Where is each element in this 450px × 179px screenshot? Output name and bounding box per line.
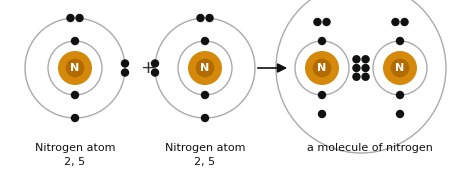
- Circle shape: [362, 73, 369, 80]
- Circle shape: [206, 14, 213, 21]
- Circle shape: [353, 56, 360, 63]
- Circle shape: [401, 18, 408, 25]
- Circle shape: [58, 51, 92, 85]
- Text: +: +: [140, 59, 156, 77]
- Text: 2, 5: 2, 5: [194, 157, 216, 167]
- Circle shape: [362, 64, 369, 71]
- Circle shape: [76, 14, 83, 21]
- Circle shape: [383, 51, 417, 85]
- Circle shape: [305, 51, 339, 85]
- Circle shape: [396, 37, 404, 45]
- Circle shape: [202, 115, 208, 122]
- Text: N: N: [396, 63, 405, 73]
- Circle shape: [66, 59, 84, 77]
- Circle shape: [314, 18, 321, 25]
- Text: N: N: [200, 63, 210, 73]
- Circle shape: [197, 14, 204, 21]
- Circle shape: [67, 14, 74, 21]
- Text: 2, 5: 2, 5: [64, 157, 86, 167]
- Circle shape: [188, 51, 222, 85]
- Circle shape: [391, 59, 410, 77]
- Circle shape: [152, 60, 158, 67]
- Circle shape: [152, 69, 158, 76]
- Text: N: N: [70, 63, 80, 73]
- Circle shape: [202, 91, 208, 98]
- Circle shape: [396, 110, 404, 117]
- Text: Nitrogen atom: Nitrogen atom: [35, 143, 115, 153]
- Circle shape: [72, 91, 78, 98]
- Circle shape: [319, 37, 325, 45]
- Circle shape: [72, 115, 78, 122]
- Text: Nitrogen atom: Nitrogen atom: [165, 143, 245, 153]
- Circle shape: [392, 18, 399, 25]
- Circle shape: [362, 56, 369, 63]
- Text: N: N: [317, 63, 327, 73]
- Text: a molecule of nitrogen: a molecule of nitrogen: [307, 143, 433, 153]
- Circle shape: [72, 37, 78, 45]
- Circle shape: [323, 18, 330, 25]
- Circle shape: [319, 91, 325, 98]
- Circle shape: [319, 110, 325, 117]
- Circle shape: [122, 60, 129, 67]
- Circle shape: [196, 59, 214, 77]
- Circle shape: [353, 64, 360, 71]
- Circle shape: [313, 59, 331, 77]
- Circle shape: [202, 37, 208, 45]
- Circle shape: [122, 69, 129, 76]
- Circle shape: [396, 91, 404, 98]
- Circle shape: [353, 73, 360, 80]
